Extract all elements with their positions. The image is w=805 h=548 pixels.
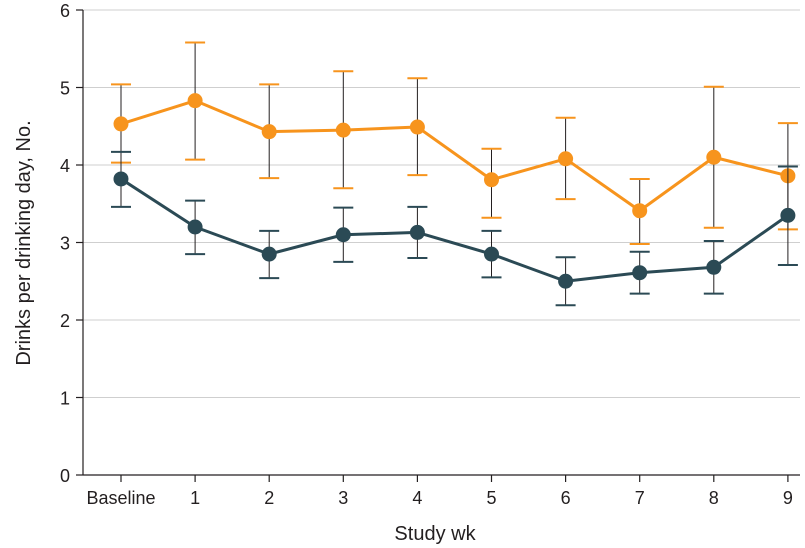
series-line-1: [120, 177, 789, 283]
data-point-s1-2: [261, 246, 277, 262]
y-tick-label-6: 6: [60, 1, 70, 21]
data-point-s1-0: [113, 171, 129, 187]
data-point-s0-7: [632, 203, 648, 219]
series-0: [111, 41, 798, 246]
data-point-s1-8: [706, 259, 722, 275]
data-point-s1-9: [780, 207, 796, 223]
series-1: [111, 150, 798, 307]
data-point-s0-8: [706, 149, 722, 165]
x-tick-label-4: 4: [412, 488, 422, 508]
x-tick-label-8: 8: [709, 488, 719, 508]
x-tick-label-2: 2: [264, 488, 274, 508]
y-tick-label-1: 1: [60, 389, 70, 409]
tick-labels: 0 1 2 3 4 5 6 Baseline 1 2 3 4 5 6 7 8 9: [60, 1, 793, 508]
data-point-s0-5: [484, 172, 499, 188]
series-line-0: [120, 99, 789, 213]
x-axis-title: Study wk: [394, 523, 476, 545]
data-point-s0-2: [261, 124, 277, 140]
data-point-s1-1: [187, 219, 203, 235]
gridlines: [83, 9, 800, 398]
data-point-s1-3: [335, 227, 351, 243]
data-point-s1-7: [632, 265, 648, 281]
y-tick-label-3: 3: [60, 234, 70, 254]
x-tick-label-7: 7: [635, 488, 645, 508]
y-tick-label-5: 5: [60, 79, 70, 99]
y-tick-label-4: 4: [60, 156, 70, 176]
x-tick-label-3: 3: [338, 488, 348, 508]
x-tick-label-5: 5: [486, 488, 496, 508]
data-point-s0-3: [335, 122, 351, 138]
axes: [76, 9, 800, 482]
x-tick-label-0: Baseline: [86, 488, 155, 508]
data-point-s0-6: [558, 151, 574, 167]
data-point-s1-4: [409, 224, 425, 240]
y-axis-title: Drinks per drinking day, No.: [13, 120, 35, 365]
data-point-s0-4: [409, 119, 425, 135]
series-group: [111, 41, 798, 307]
y-tick-label-2: 2: [60, 311, 70, 331]
x-tick-label-6: 6: [561, 488, 571, 508]
y-tick-label-0: 0: [60, 466, 70, 486]
data-point-s0-0: [113, 116, 129, 132]
x-tick-label-1: 1: [190, 488, 200, 508]
data-point-s1-5: [484, 246, 499, 262]
x-tick-label-9: 9: [783, 488, 793, 508]
data-point-s1-6: [558, 273, 574, 289]
data-point-s0-1: [187, 93, 203, 109]
